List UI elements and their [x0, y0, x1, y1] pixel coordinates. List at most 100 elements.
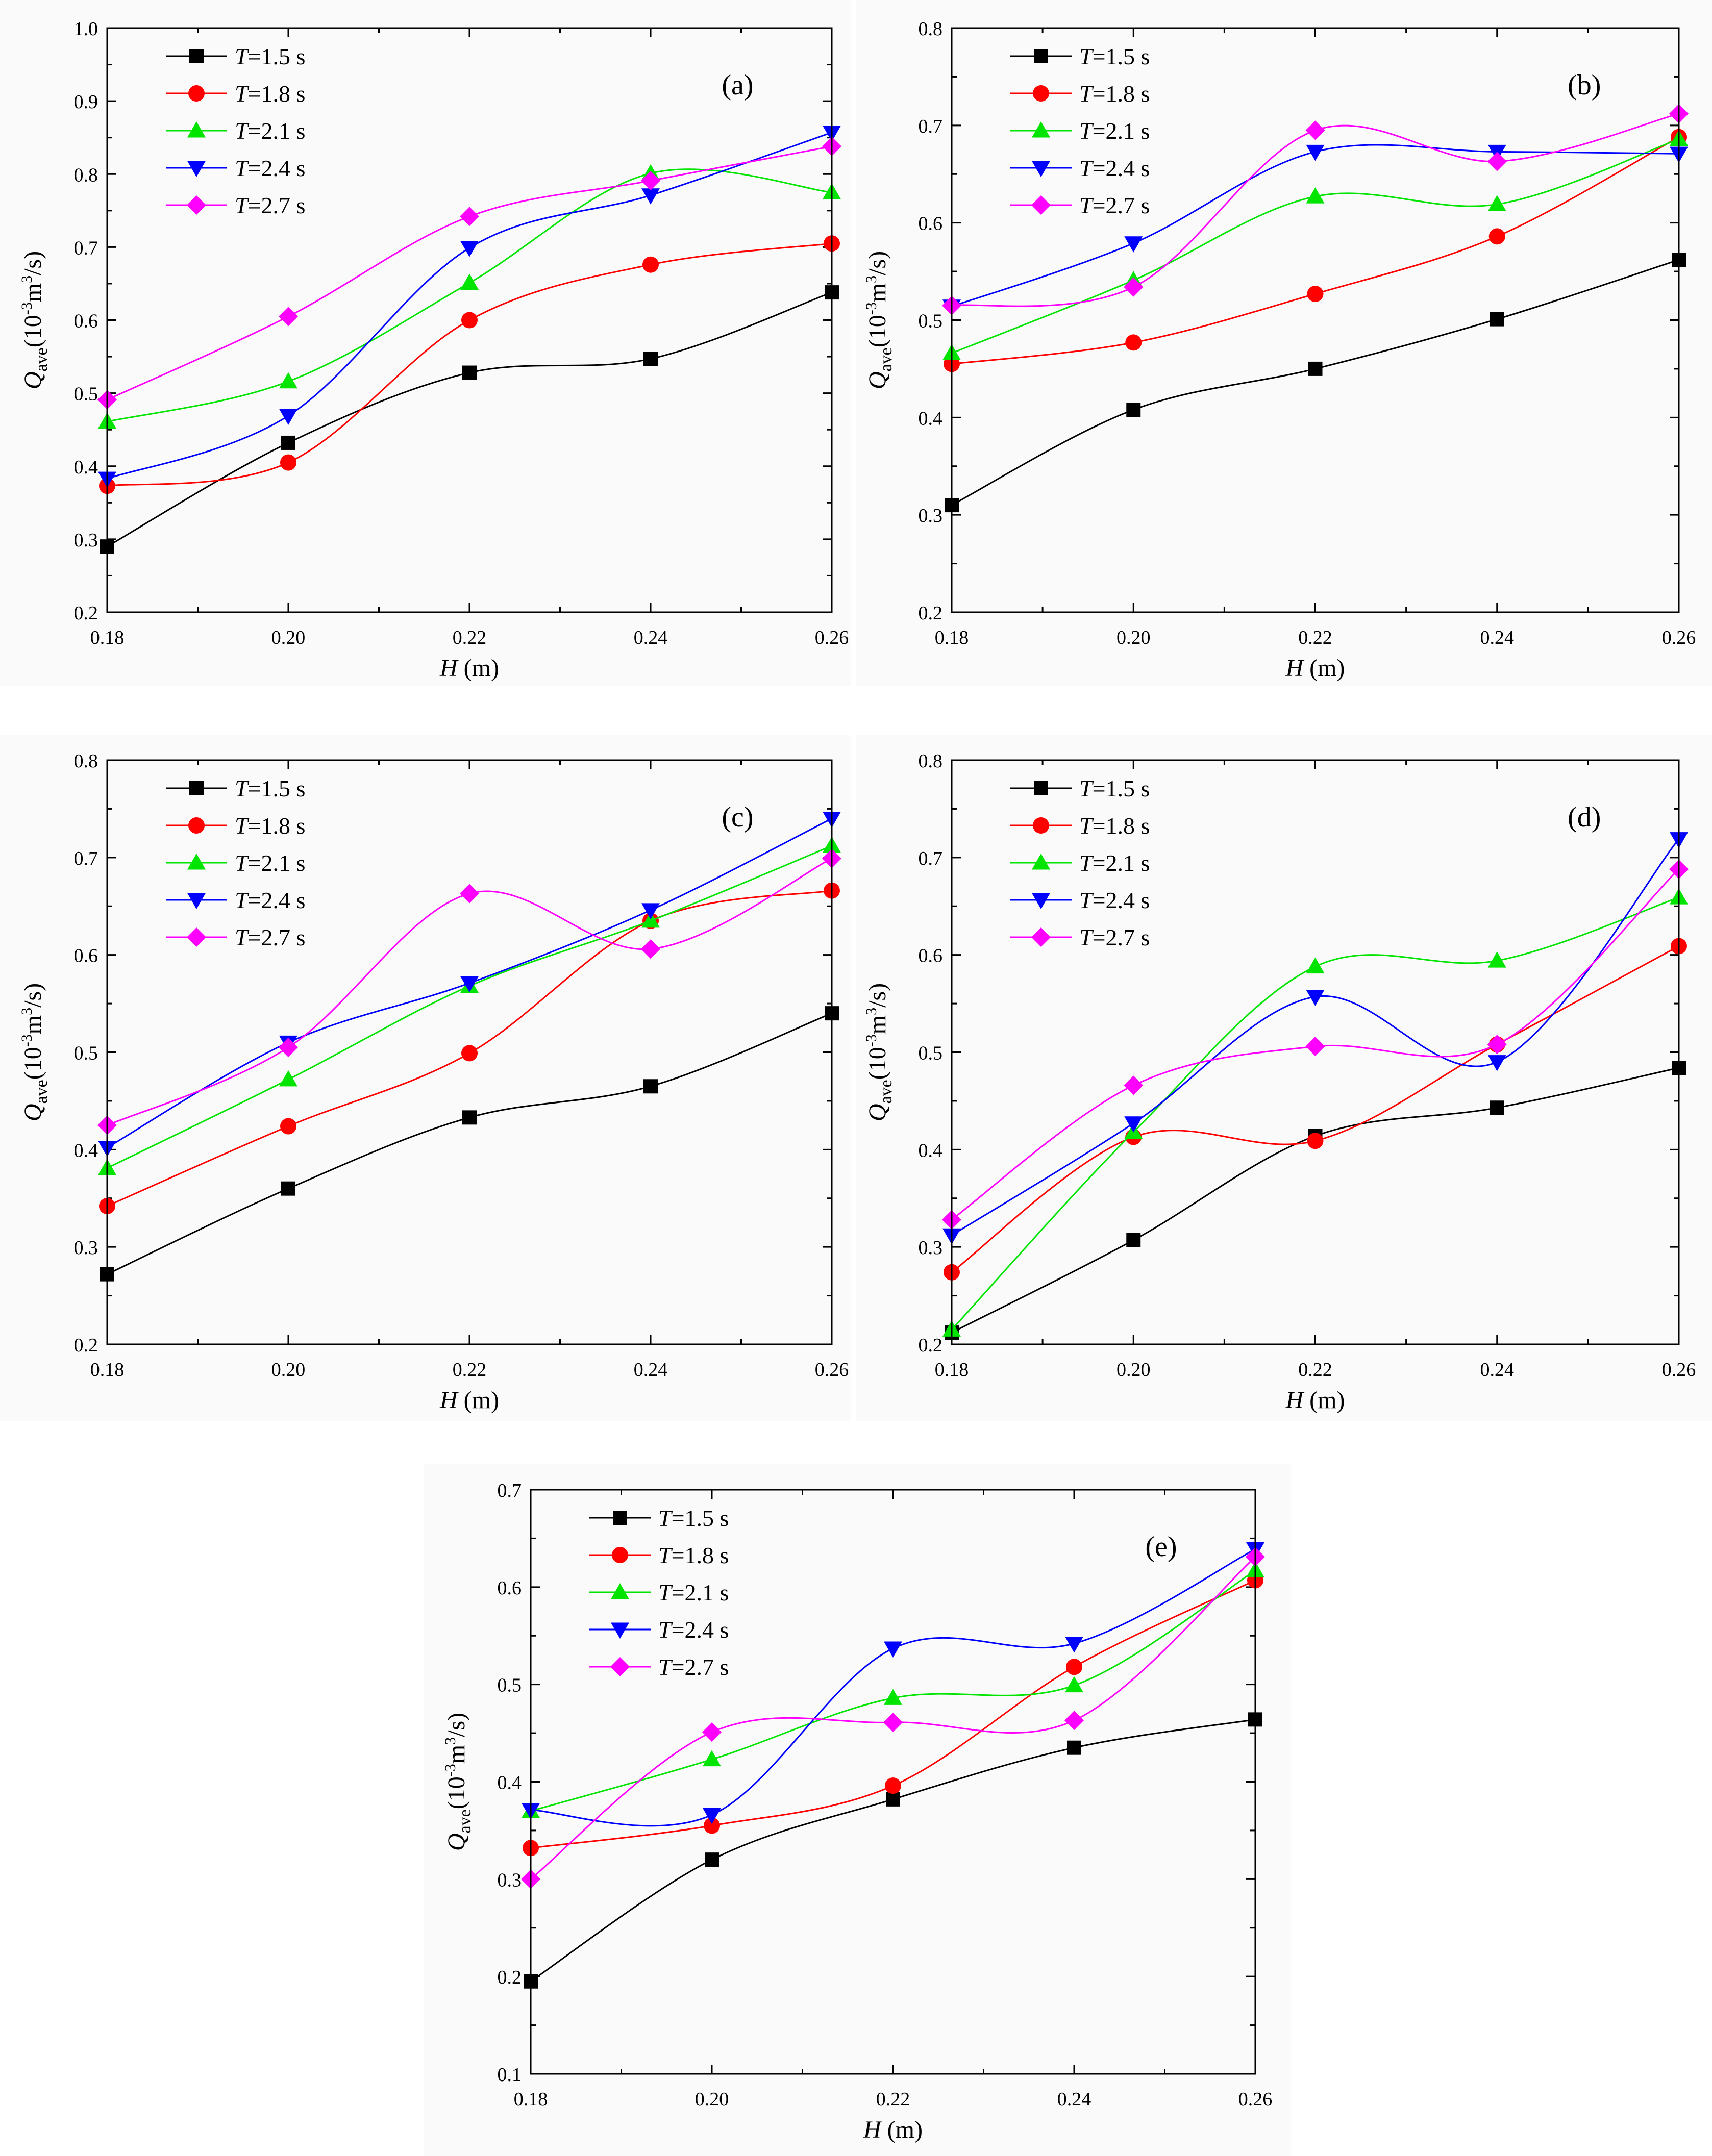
legend-entry: T=2.4 s — [1010, 155, 1150, 181]
plot-frame — [951, 27, 1680, 613]
data-point — [460, 273, 479, 290]
y-tick-label: 0.8 — [74, 164, 98, 186]
text-span: m — [19, 1015, 46, 1034]
y-tick-label: 0.6 — [919, 945, 943, 967]
text-span: T — [1079, 775, 1094, 801]
x-tick-label: 0.18 — [90, 1359, 125, 1381]
text-span: =1.5 s — [248, 43, 306, 69]
legend-marker — [189, 781, 204, 795]
legend-marker — [613, 1511, 627, 1525]
plot-frame — [530, 1489, 1256, 2075]
legend-marker — [187, 161, 206, 177]
text-span: T — [1079, 118, 1094, 144]
chart-panel-c: 0.18 0.20 0.22 0.24 0.26 0.2 0.3 0.4 0.5 0.6 0.7 0.… — [0, 735, 851, 1421]
legend-entry: T=1.8 s — [589, 1542, 729, 1568]
data-point — [883, 1713, 903, 1733]
text-span: =2.7 s — [1093, 924, 1150, 950]
text-span: T — [235, 924, 250, 950]
y-axis-title: Qave(10-3m3/s) — [863, 251, 896, 389]
data-point — [1065, 1637, 1083, 1653]
text-span: T — [235, 775, 250, 801]
text-span: m — [864, 283, 891, 302]
data-point — [703, 1808, 721, 1824]
data-point — [281, 1181, 295, 1196]
text-span: =2.1 s — [248, 118, 306, 144]
legend-entry: T=1.5 s — [589, 1505, 729, 1531]
data-point — [460, 207, 479, 227]
y-tick-label: 0.6 — [919, 213, 943, 235]
legend-entry: T=1.5 s — [166, 775, 305, 801]
data-point — [279, 307, 298, 327]
plot-frame — [951, 759, 1680, 1345]
text-span: T — [1079, 155, 1094, 181]
x-tick-label: 0.24 — [1480, 627, 1515, 648]
legend-entry: T=2.4 s — [166, 887, 305, 913]
text-span: =2.4 s — [1093, 887, 1150, 913]
text-span: =1.5 s — [248, 775, 306, 801]
legend-marker — [1031, 195, 1051, 215]
y-tick-label: 0.6 — [498, 1577, 522, 1599]
text-span: 3 — [18, 275, 35, 283]
panel-background — [0, 735, 851, 1421]
data-point — [1306, 990, 1325, 1006]
panel-label: (d) — [1568, 801, 1601, 833]
panel-label: (e) — [1145, 1531, 1177, 1563]
text-span: T — [1079, 43, 1094, 69]
y-tick-label: 0.2 — [74, 603, 98, 624]
chart-panel-a: 0.18 0.20 0.22 0.24 0.26 0.2 0.3 0.4 0.5 0.6 0.7 0.… — [0, 0, 851, 686]
text-span: =2.7 s — [1093, 192, 1150, 218]
data-point — [1487, 152, 1507, 171]
text-span: =1.5 s — [1093, 775, 1150, 801]
y-tick-label: 0.5 — [74, 1043, 98, 1064]
y-tick-label: 0.7 — [919, 116, 943, 137]
text-span: =2.4 s — [248, 887, 306, 913]
data-point — [1124, 1075, 1144, 1095]
y-tick-label: 0.1 — [498, 2064, 522, 2086]
data-point — [1124, 277, 1144, 297]
legend-entry: T=2.7 s — [1010, 192, 1150, 218]
text-span: =1.8 s — [672, 1542, 729, 1568]
text-span: (m) — [458, 1387, 499, 1414]
text-span: ave — [877, 1080, 896, 1104]
text-span: m — [19, 283, 46, 302]
panel-label: (a) — [722, 69, 753, 101]
legend-entry: T=2.4 s — [1010, 887, 1150, 913]
data-point — [1306, 144, 1325, 161]
legend-marker — [1033, 85, 1049, 102]
y-tick-label: 0.2 — [919, 603, 943, 624]
y-tick-label: 0.2 — [919, 1335, 943, 1356]
y-tick-label: 0.3 — [919, 1237, 943, 1259]
text-span: /s) — [19, 251, 46, 275]
data-point — [1488, 228, 1505, 245]
legend-entry: T=2.7 s — [1010, 924, 1150, 950]
legend-entry: T=1.8 s — [1010, 81, 1150, 107]
data-point — [641, 911, 660, 928]
text-span: (m) — [458, 655, 499, 682]
text-span: =2.1 s — [248, 850, 306, 876]
text-span: T — [658, 1617, 673, 1643]
text-span: T — [235, 850, 250, 876]
panel-background — [0, 0, 851, 686]
y-axis-title: Qave(10-3m3/s) — [18, 251, 51, 389]
data-point — [279, 1070, 297, 1087]
x-tick-label: 0.24 — [1480, 1359, 1515, 1381]
text-span: T — [1079, 813, 1094, 839]
data-point — [460, 241, 479, 257]
legend-label: T=2.4 s — [658, 1617, 729, 1643]
data-point — [1065, 1676, 1083, 1693]
legend-marker — [187, 927, 206, 947]
data-point — [703, 1750, 721, 1767]
x-tick-label: 0.18 — [935, 627, 969, 648]
legend-entry: T=2.1 s — [1010, 850, 1150, 876]
data-point — [280, 1118, 296, 1135]
data-point — [460, 976, 479, 993]
text-span: T — [235, 813, 250, 839]
text-span: T — [658, 1505, 673, 1531]
text-span: =1.8 s — [1093, 813, 1150, 839]
data-point — [1124, 1116, 1143, 1133]
text-span: H — [1285, 655, 1305, 682]
text-span: Q — [864, 371, 891, 389]
text-span: =1.8 s — [248, 813, 306, 839]
y-axis-title: Qave(10-3m3/s) — [18, 983, 51, 1121]
